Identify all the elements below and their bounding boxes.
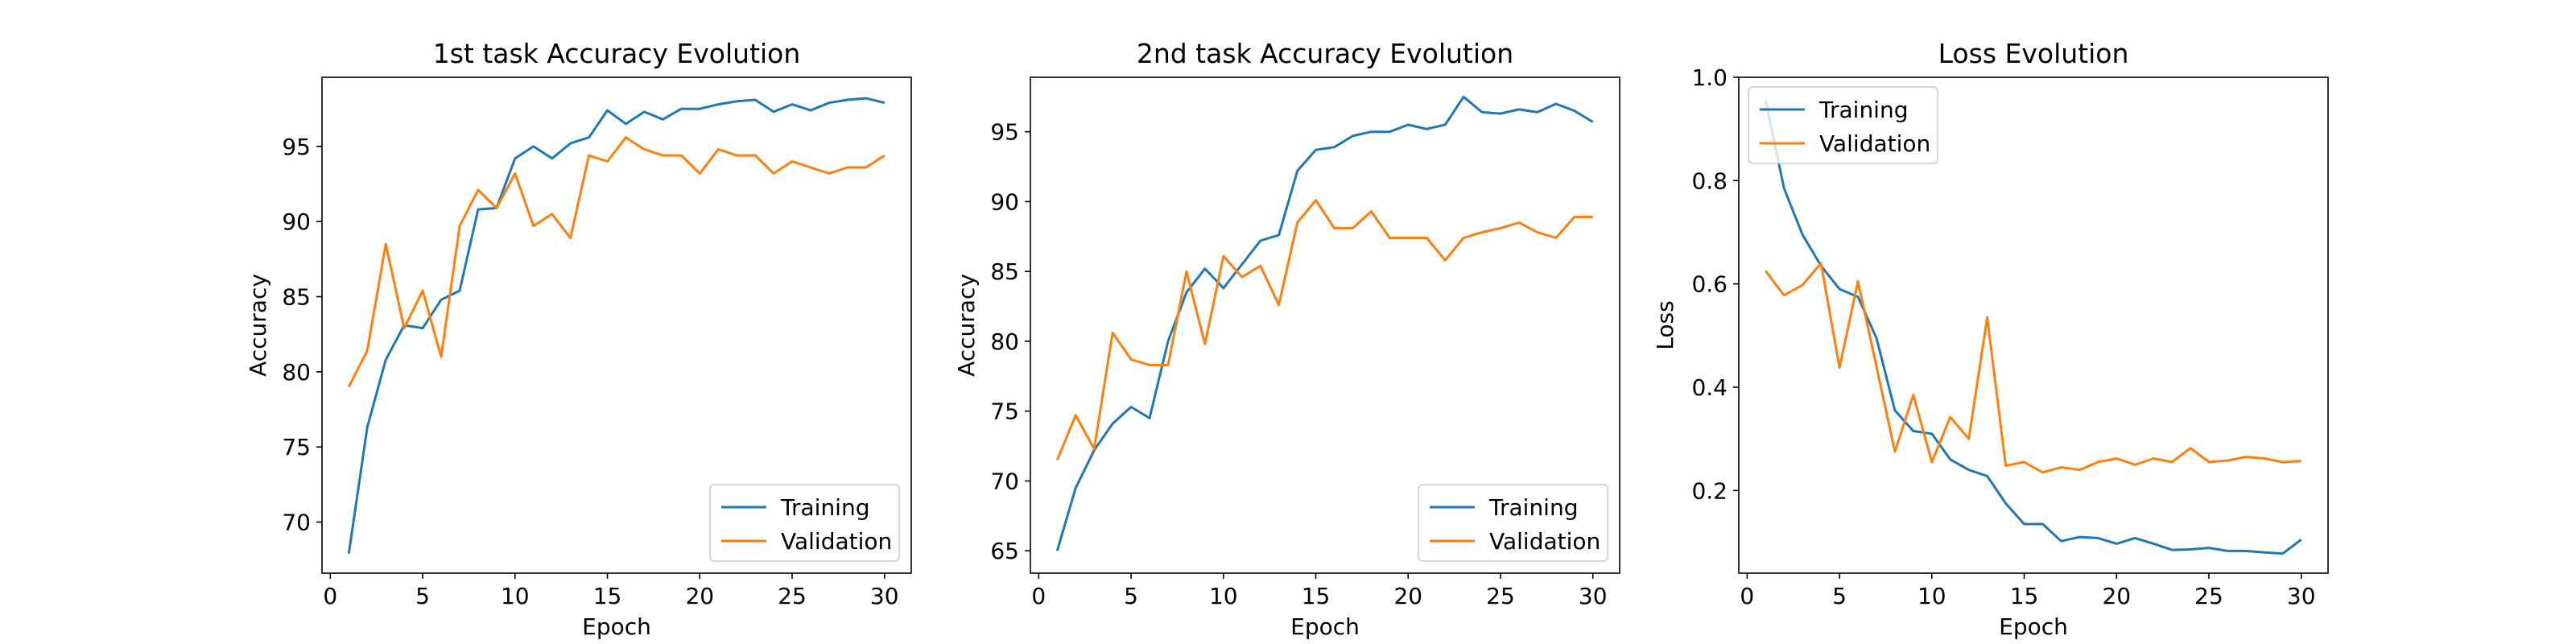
x-tick-label: 20 [2102, 583, 2131, 609]
series-line-validation [1055, 199, 1593, 460]
x-axis-label: Epoch [1999, 613, 2068, 640]
y-tick-label: 95 [990, 119, 1019, 146]
y-tick-label: 85 [282, 284, 311, 311]
x-tick-label: 0 [323, 583, 337, 609]
y-tick-label: 80 [282, 359, 311, 386]
y-tick-label: 80 [990, 328, 1019, 355]
x-tick-label: 25 [2194, 583, 2223, 609]
chart-panel-3: Loss Evolution 0 5 10 15 20 25 30 0.2 0.4 0.6 0.8 1.… [1652, 38, 2329, 640]
legend-label-validation: Validation [781, 528, 892, 555]
legend: Training Validation [1418, 484, 1608, 562]
legend: Training Validation [709, 484, 900, 562]
legend-label-training: Training [1488, 494, 1578, 521]
x-tick-label: 20 [685, 583, 714, 609]
series-line-validation [1765, 262, 2301, 474]
x-tick-label: 10 [501, 583, 530, 609]
y-tick-label: 90 [990, 188, 1019, 215]
x-tick-label: 25 [1486, 583, 1515, 609]
x-tick-label: 5 [415, 583, 430, 609]
y-tick-label: 65 [990, 538, 1019, 564]
series-line-training [347, 97, 886, 554]
legend-label-training: Training [780, 494, 869, 521]
y-tick-label: 0.4 [1691, 374, 1728, 401]
y-tick-label: 95 [282, 134, 311, 160]
x-tick-label: 5 [1832, 583, 1847, 609]
x-tick-label: 10 [1918, 583, 1946, 609]
y-tick-label: 0.2 [1691, 477, 1728, 504]
x-axis-label: Epoch [1290, 613, 1360, 640]
x-tick-label: 0 [1740, 583, 1754, 609]
legend-label-validation: Validation [1489, 528, 1600, 555]
y-tick-label: 75 [990, 398, 1019, 425]
axes-frame [321, 76, 912, 574]
chart-title: 1st task Accuracy Evolution [433, 38, 801, 69]
x-tick-label: 15 [1302, 583, 1331, 609]
chart-panel-2: 2nd task Accuracy Evolution 0 5 10 15 20 25 30 6… [953, 38, 1620, 640]
axes-frame [1738, 76, 2329, 574]
series-line-training [1764, 100, 2302, 555]
y-tick-label: 1.0 [1691, 64, 1728, 91]
x-tick-label: 0 [1031, 583, 1046, 609]
legend-label-training: Training [1818, 97, 1908, 123]
y-axis-label: Accuracy [245, 274, 271, 377]
legend: Training Validation [1748, 86, 1938, 164]
x-tick-label: 15 [593, 583, 622, 609]
x-tick-label: 10 [1209, 583, 1238, 609]
y-axis-label: Loss [1652, 300, 1678, 349]
x-tick-label: 20 [1393, 583, 1422, 609]
y-tick-label: 90 [282, 208, 311, 235]
y-tick-label: 70 [282, 510, 311, 536]
axes-frame [1030, 76, 1620, 574]
y-tick-label: 0.8 [1691, 167, 1728, 194]
x-axis-label: Epoch [582, 613, 651, 640]
y-tick-label: 75 [282, 434, 311, 460]
chart-panel-1: 1st task Accuracy Evolution 0 5 10 15 20 25 30 7… [245, 38, 912, 640]
chart-title: Loss Evolution [1938, 38, 2129, 69]
x-tick-label: 30 [2287, 583, 2316, 609]
y-tick-label: 0.6 [1691, 271, 1728, 298]
x-tick-label: 25 [778, 583, 807, 609]
x-tick-label: 15 [2010, 583, 2039, 609]
y-tick-label: 85 [990, 258, 1019, 285]
x-tick-label: 30 [1579, 583, 1608, 609]
y-tick-label: 70 [990, 468, 1019, 494]
y-axis-label: Accuracy [953, 274, 980, 377]
x-tick-label: 30 [870, 583, 899, 609]
chart-title: 2nd task Accuracy Evolution [1137, 38, 1513, 69]
x-tick-label: 5 [1124, 583, 1138, 609]
series-line-training [1055, 95, 1594, 551]
legend-label-validation: Validation [1819, 130, 1930, 157]
series-line-validation [347, 136, 886, 388]
